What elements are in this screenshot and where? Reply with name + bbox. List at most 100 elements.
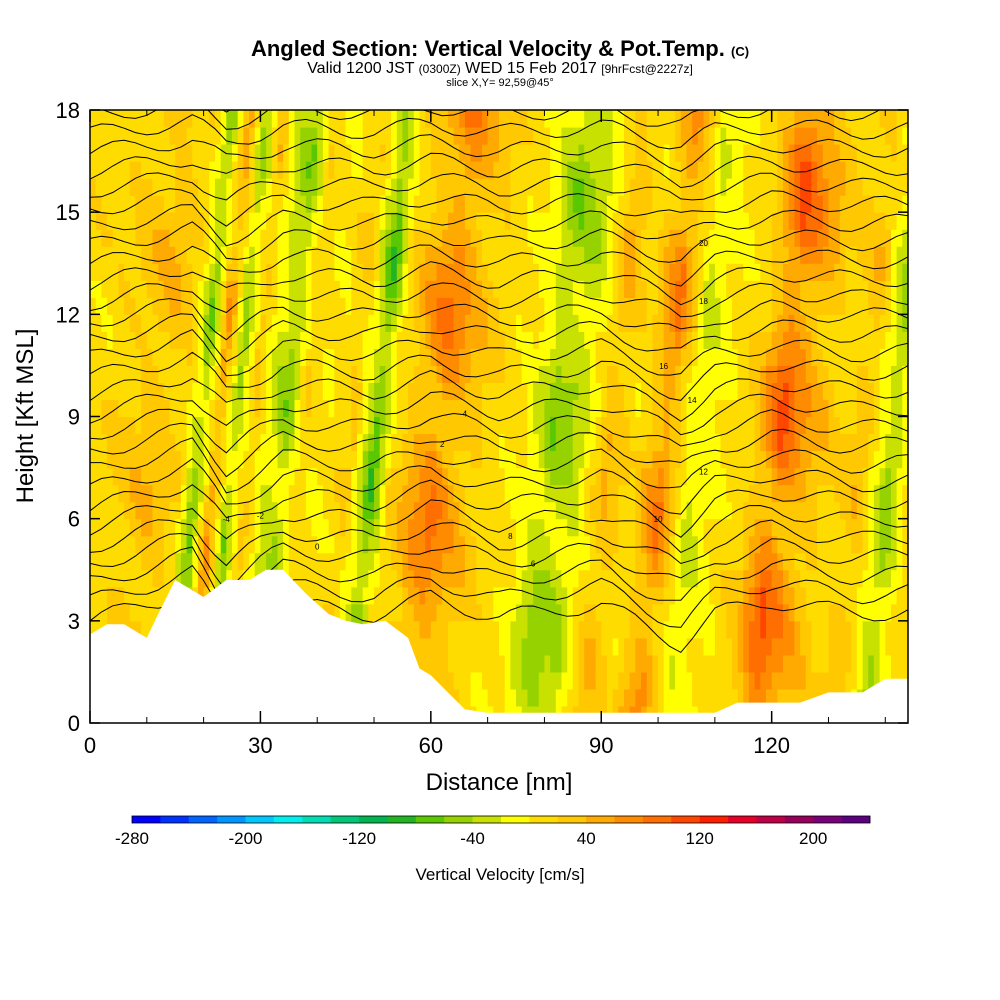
velocity-cell: [777, 297, 784, 315]
velocity-cell: [436, 297, 443, 315]
velocity-cell: [141, 110, 148, 128]
velocity-cell: [805, 535, 813, 554]
velocity-cell: [692, 518, 699, 537]
velocity-cell: [578, 246, 585, 264]
velocity-cell: [186, 450, 193, 469]
velocity-cell: [629, 518, 636, 537]
velocity-cell: [516, 637, 523, 656]
velocity-cell: [527, 348, 534, 366]
velocity-cell: [408, 212, 415, 230]
velocity-cell: [351, 382, 358, 400]
velocity-cell: [305, 586, 313, 605]
velocity-cell: [527, 127, 534, 145]
velocity-cell: [95, 297, 102, 315]
velocity-cell: [783, 127, 790, 145]
velocity-cell: [311, 229, 318, 247]
velocity-cell: [760, 637, 767, 656]
velocity-cell: [107, 161, 114, 179]
velocity-cell: [533, 212, 540, 230]
velocity-cell: [663, 229, 670, 247]
velocity-cell: [95, 127, 102, 145]
velocity-cell: [805, 552, 813, 571]
velocity-cell: [692, 467, 699, 486]
velocity-cell: [504, 518, 511, 537]
velocity-cell: [129, 603, 137, 622]
velocity-cell: [754, 144, 761, 162]
velocity-cell: [572, 314, 580, 332]
velocity-cell: [322, 365, 330, 383]
velocity-cell: [345, 127, 352, 145]
velocity-cell: [436, 603, 443, 622]
velocity-cell: [862, 178, 869, 196]
velocity-cell: [760, 484, 767, 503]
velocity-cell: [703, 518, 710, 537]
velocity-cell: [294, 161, 301, 179]
velocity-cell: [226, 161, 233, 179]
velocity-cell: [760, 399, 767, 418]
velocity-cell: [533, 569, 540, 588]
velocity-cell: [748, 263, 756, 281]
velocity-cell: [669, 688, 676, 707]
velocity-cell: [220, 144, 227, 162]
velocity-cell: [226, 212, 233, 230]
velocity-cell: [538, 382, 546, 400]
velocity-cell: [663, 212, 670, 230]
velocity-cell: [851, 246, 858, 264]
velocity-cell: [459, 671, 466, 690]
velocity-cell: [851, 382, 858, 400]
velocity-cell: [794, 348, 801, 366]
velocity-cell: [856, 144, 864, 162]
velocity-cell: [783, 450, 790, 469]
velocity-cell: [743, 263, 750, 281]
velocity-cell: [129, 518, 137, 537]
velocity-cell: [209, 535, 216, 554]
velocity-cell: [158, 501, 165, 520]
velocity-cell: [663, 161, 670, 179]
velocity-cell: [322, 450, 330, 469]
velocity-cell: [249, 178, 256, 196]
velocity-cell: [408, 552, 415, 571]
velocity-cell: [635, 433, 642, 452]
velocity-cell: [811, 348, 818, 366]
velocity-cell: [322, 382, 330, 400]
velocity-cell: [606, 518, 614, 537]
velocity-cell: [493, 688, 500, 707]
velocity-cell: [646, 433, 653, 452]
velocity-cell: [663, 535, 670, 554]
velocity-cell: [646, 620, 653, 639]
velocity-cell: [714, 365, 722, 383]
velocity-cell: [601, 569, 608, 588]
velocity-cell: [527, 552, 534, 571]
velocity-cell: [612, 127, 619, 145]
velocity-cell: [226, 297, 233, 315]
velocity-cell: [425, 314, 432, 332]
velocity-cell: [163, 212, 171, 230]
velocity-cell: [334, 535, 341, 554]
velocity-cell: [834, 535, 841, 554]
velocity-cell: [766, 195, 773, 213]
velocity-cell: [317, 314, 324, 332]
velocity-cell: [476, 399, 483, 418]
velocity-cell: [158, 399, 165, 418]
velocity-cell: [601, 229, 608, 247]
velocity-cell: [731, 484, 739, 503]
velocity-cell: [402, 552, 409, 571]
velocity-cell: [686, 637, 693, 656]
velocity-cell: [294, 110, 301, 128]
velocity-cell: [362, 450, 369, 469]
velocity-cell: [493, 620, 500, 639]
velocity-cell: [163, 161, 171, 179]
velocity-cell: [748, 637, 756, 656]
velocity-cell: [601, 263, 608, 281]
velocity-cell: [771, 416, 778, 435]
velocity-cell: [311, 416, 318, 435]
velocity-cell: [675, 586, 682, 605]
velocity-cell: [851, 501, 858, 520]
velocity-cell: [351, 161, 358, 179]
velocity-cell: [601, 484, 608, 503]
velocity-cell: [135, 297, 142, 315]
velocity-cell: [635, 416, 642, 435]
velocity-cell: [748, 654, 756, 673]
velocity-cell: [584, 433, 591, 452]
velocity-cell: [811, 586, 818, 605]
